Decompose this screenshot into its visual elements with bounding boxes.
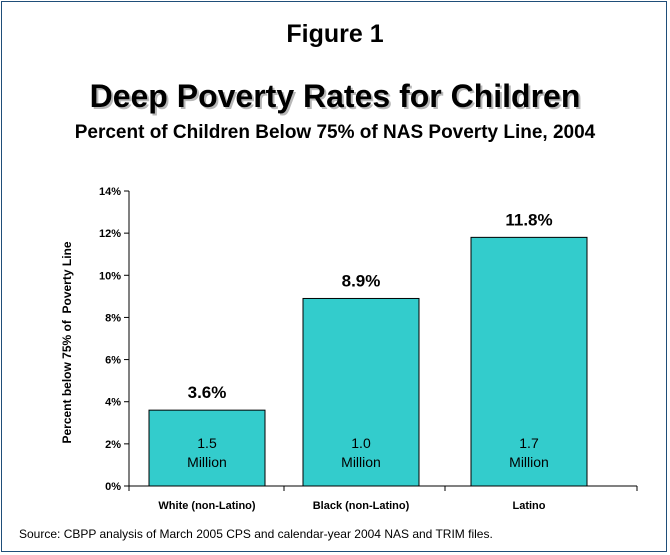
y-tick-label: 6% — [105, 355, 121, 367]
y-tick-label: 2% — [105, 439, 121, 451]
bar-value-label: 11.8% — [505, 210, 552, 229]
x-tick-label: White (non-Latino) — [158, 500, 255, 512]
y-axis-label: Percent below 75% of Poverty Line — [60, 241, 74, 443]
y-tick-label: 0% — [105, 481, 121, 493]
bar-annotation-line2: Million — [187, 454, 227, 470]
source-note: Source: CBPP analysis of March 2005 CPS … — [19, 527, 493, 541]
bar-value-label: 8.9% — [342, 271, 381, 290]
y-tick-label: 14% — [99, 186, 121, 198]
bar-annotation-line1: 1.7 — [519, 435, 539, 451]
bar-annotation-line2: Million — [509, 454, 549, 470]
chart-title: Deep Poverty Rates for Children — [89, 78, 581, 114]
bar-annotation-line1: 1.0 — [351, 435, 371, 451]
bar — [148, 409, 266, 487]
bar — [470, 236, 588, 487]
y-tick-label: 10% — [99, 270, 121, 282]
x-tick-label: Latino — [513, 500, 546, 512]
figure-label: Figure 1 — [286, 20, 384, 48]
bar-value-label: 3.6% — [188, 383, 227, 402]
bar — [302, 297, 420, 487]
x-tick-label: Black (non-Latino) — [313, 500, 410, 512]
bar-annotation-line2: Million — [341, 454, 381, 470]
bar-annotation-line1: 1.5 — [197, 435, 217, 451]
chart-subtitle: Percent of Children Below 75% of NAS Pov… — [74, 122, 596, 143]
y-tick-label: 4% — [105, 397, 121, 409]
y-tick-label: 12% — [99, 228, 121, 240]
y-tick-label: 8% — [105, 312, 121, 324]
